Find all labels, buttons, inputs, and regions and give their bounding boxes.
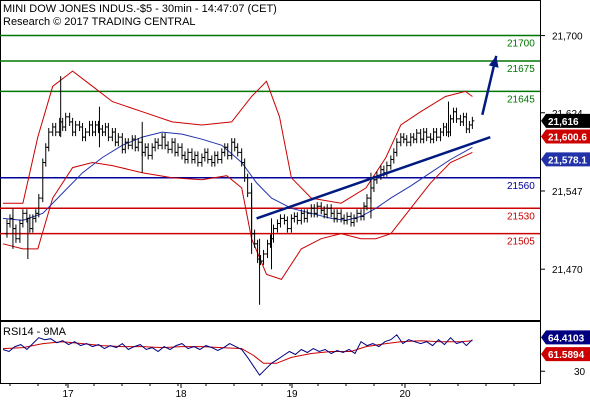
rsi-tick-label: 30 xyxy=(574,367,586,378)
price-tag-label-bollinger: 21,600.6 xyxy=(548,133,587,144)
bollinger-upper xyxy=(3,70,473,204)
rsi-axis: 30 64.4103 61.5894 xyxy=(540,330,590,378)
level-label-21675: 21675 xyxy=(507,64,535,75)
price-tags: 21,616 21,600.6 21,578.1 xyxy=(541,113,590,167)
rsi-plot-frame xyxy=(0,321,541,384)
x-tick-label: 20 xyxy=(399,389,411,400)
y-tick-label: 21,470 xyxy=(552,265,583,276)
rsi-tag-label-rsi: 64.4103 xyxy=(548,333,585,344)
y-tick-label: 21,700 xyxy=(552,32,583,43)
price-tag-moving_average xyxy=(541,152,590,167)
trend-layer xyxy=(256,55,499,220)
moving-average-layer xyxy=(2,131,473,221)
level-label-21505: 21505 xyxy=(507,237,535,248)
level-label-21645: 21645 xyxy=(507,94,535,105)
price-layer xyxy=(4,76,475,305)
main-plot-frame xyxy=(0,0,541,321)
x-tick-label: 17 xyxy=(62,389,74,400)
rsi-ma-line xyxy=(2,340,473,364)
price-tag-label-moving_average: 21,578.1 xyxy=(548,155,587,166)
rsi-label: RSI14 - 9MA xyxy=(3,326,67,338)
forecast-arrow-head xyxy=(488,55,499,68)
level-label-21700: 21700 xyxy=(507,39,535,50)
rsi-tag-label-rsi_ma: 61.5894 xyxy=(548,350,585,361)
chart-title: MINI DOW JONES INDUS.-$5 - 30min - 14:47… xyxy=(3,3,277,15)
trend-line xyxy=(256,135,491,220)
rsi-layer xyxy=(2,334,473,376)
rsi-line xyxy=(2,334,473,376)
price-tag-price xyxy=(541,113,590,128)
x-tick-label: 18 xyxy=(175,389,187,400)
rsi-tag-rsi_ma xyxy=(541,347,590,362)
chart-credit: Research © 2017 TRADING CENTRAL xyxy=(3,16,196,28)
rsi-tag-rsi xyxy=(541,330,590,345)
level-label-21530: 21530 xyxy=(507,211,535,222)
x-tick-label: 19 xyxy=(286,389,298,400)
level-label-21560: 21560 xyxy=(507,181,535,192)
price-tag-label-price: 21,616 xyxy=(548,117,579,128)
y-tick-label: 21,547 xyxy=(552,187,583,198)
moving-average-line xyxy=(2,131,473,221)
x-axis: 17 18 19 20 xyxy=(9,383,515,400)
price-tag-bollinger xyxy=(541,129,590,144)
